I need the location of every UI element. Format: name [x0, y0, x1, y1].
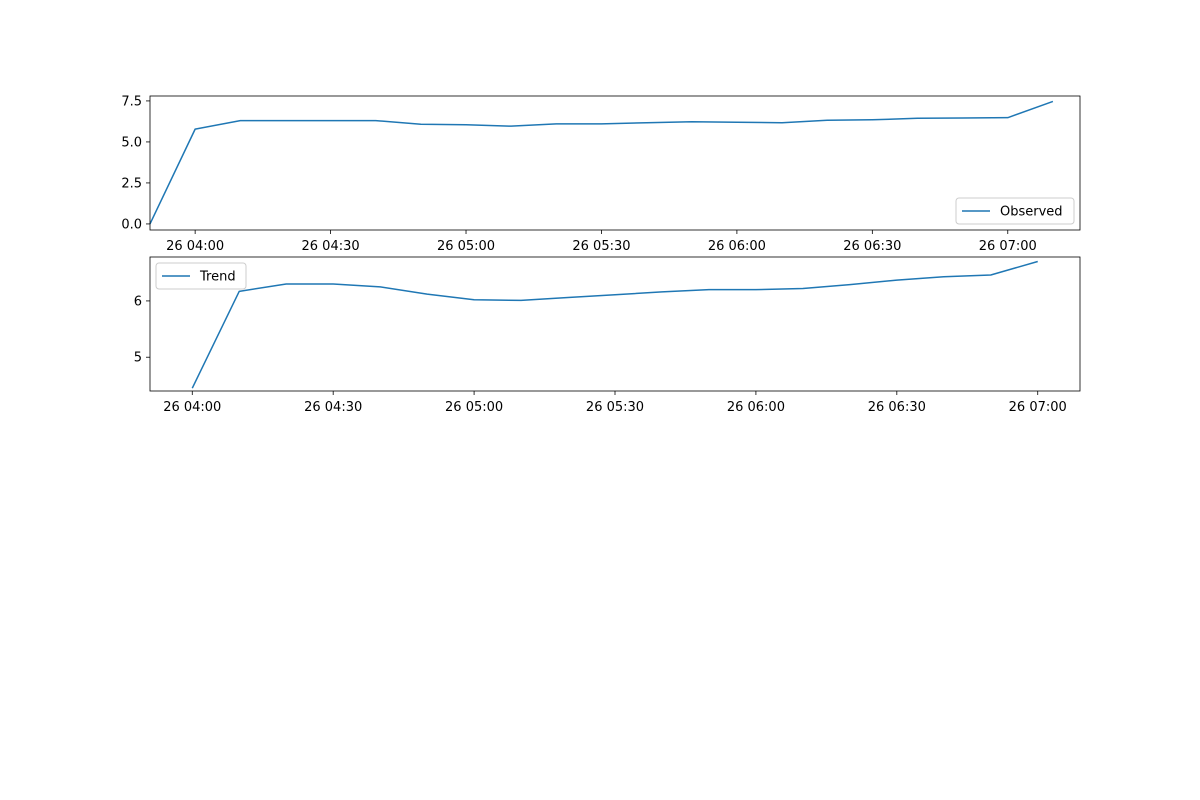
y-tick-label: 7.5 [121, 94, 142, 109]
legend-label: Trend [199, 270, 236, 285]
x-tick-label: 26 05:30 [586, 400, 644, 415]
x-tick-label: 26 04:00 [166, 239, 224, 254]
legend-box [955, 197, 1075, 225]
y-tick-label: 5.0 [121, 135, 142, 150]
x-tick-label: 26 07:00 [979, 239, 1037, 254]
legend-box [155, 262, 247, 290]
x-tick-label: 26 05:30 [572, 239, 630, 254]
y-tick-label: 0.0 [121, 217, 142, 232]
legend: Observed [955, 197, 1075, 225]
x-tick-label: 26 04:30 [304, 400, 362, 415]
legend: Trend [155, 262, 247, 290]
x-tick-label: 26 05:00 [445, 400, 503, 415]
x-tick-label: 26 06:00 [727, 400, 785, 415]
y-tick-label: 5 [134, 351, 142, 366]
y-tick-label: 2.5 [121, 176, 142, 191]
x-tick-label: 26 07:00 [1009, 400, 1067, 415]
subplot-1: 0.0 2.5 5.0 7.5 26 04:00 26 04:30 26 05:00 26 0… [121, 94, 1081, 254]
series-line-observed [149, 100, 1054, 225]
x-tick-label: 26 04:00 [163, 400, 221, 415]
legend-label: Observed [1000, 205, 1063, 220]
y-tick-label: 6 [134, 294, 142, 309]
x-tick-label: 26 04:30 [302, 239, 360, 254]
series-line-trend [191, 260, 1038, 389]
x-tick-label: 26 05:00 [437, 239, 495, 254]
x-tick-label: 26 06:30 [843, 239, 901, 254]
x-tick-label: 26 06:00 [708, 239, 766, 254]
plot-frame [149, 95, 1081, 231]
x-tick-label: 26 06:30 [868, 400, 926, 415]
subplot-2: 5 6 26 04:00 26 04:30 26 05:00 26 05:30 26 06:… [134, 256, 1081, 415]
